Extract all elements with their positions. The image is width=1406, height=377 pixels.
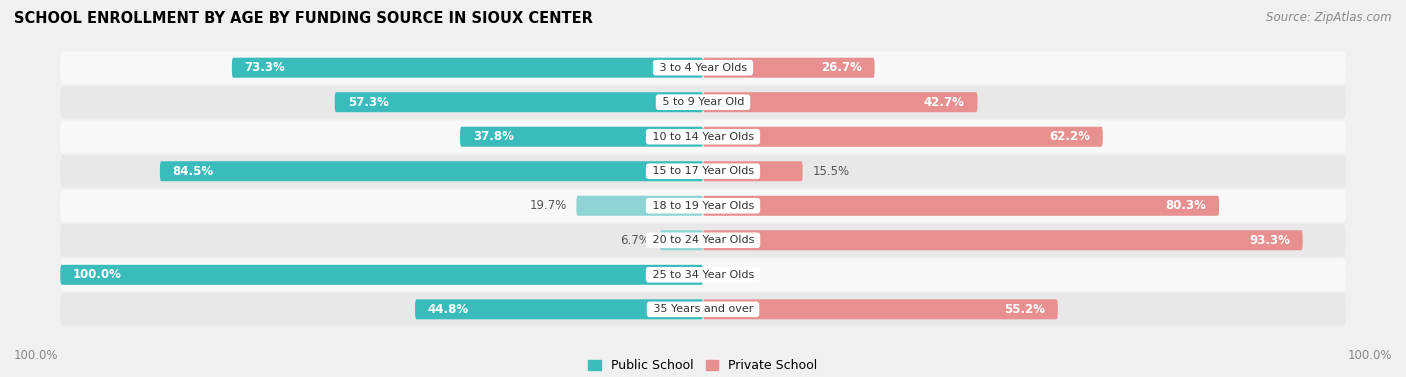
Text: 19.7%: 19.7% [530, 199, 567, 212]
Text: 100.0%: 100.0% [73, 268, 122, 281]
FancyBboxPatch shape [703, 92, 977, 112]
Text: 26.7%: 26.7% [821, 61, 862, 74]
Text: SCHOOL ENROLLMENT BY AGE BY FUNDING SOURCE IN SIOUX CENTER: SCHOOL ENROLLMENT BY AGE BY FUNDING SOUR… [14, 11, 593, 26]
Text: 25 to 34 Year Olds: 25 to 34 Year Olds [648, 270, 758, 280]
FancyBboxPatch shape [60, 190, 1346, 222]
Text: Source: ZipAtlas.com: Source: ZipAtlas.com [1267, 11, 1392, 24]
FancyBboxPatch shape [60, 265, 703, 285]
Text: 6.7%: 6.7% [620, 234, 651, 247]
FancyBboxPatch shape [576, 196, 703, 216]
Text: 100.0%: 100.0% [14, 349, 59, 362]
FancyBboxPatch shape [232, 58, 703, 78]
Text: 20 to 24 Year Olds: 20 to 24 Year Olds [648, 235, 758, 245]
FancyBboxPatch shape [60, 224, 1346, 256]
FancyBboxPatch shape [60, 293, 1346, 326]
FancyBboxPatch shape [60, 259, 1346, 291]
FancyBboxPatch shape [703, 161, 803, 181]
Text: 3 to 4 Year Olds: 3 to 4 Year Olds [655, 63, 751, 73]
Text: 10 to 14 Year Olds: 10 to 14 Year Olds [648, 132, 758, 142]
FancyBboxPatch shape [415, 299, 703, 319]
FancyBboxPatch shape [60, 51, 1346, 84]
FancyBboxPatch shape [60, 121, 1346, 153]
FancyBboxPatch shape [335, 92, 703, 112]
Text: 35 Years and over: 35 Years and over [650, 304, 756, 314]
FancyBboxPatch shape [703, 230, 1303, 250]
Text: 15 to 17 Year Olds: 15 to 17 Year Olds [648, 166, 758, 176]
FancyBboxPatch shape [703, 58, 875, 78]
FancyBboxPatch shape [160, 161, 703, 181]
FancyBboxPatch shape [60, 86, 1346, 118]
FancyBboxPatch shape [60, 155, 1346, 187]
FancyBboxPatch shape [460, 127, 703, 147]
Text: 73.3%: 73.3% [245, 61, 285, 74]
Text: 44.8%: 44.8% [427, 303, 470, 316]
Text: 0.0%: 0.0% [713, 268, 742, 281]
Text: 37.8%: 37.8% [472, 130, 513, 143]
Text: 93.3%: 93.3% [1249, 234, 1289, 247]
Text: 80.3%: 80.3% [1166, 199, 1206, 212]
Text: 5 to 9 Year Old: 5 to 9 Year Old [658, 97, 748, 107]
FancyBboxPatch shape [703, 127, 1102, 147]
Text: 15.5%: 15.5% [813, 165, 849, 178]
FancyBboxPatch shape [703, 196, 1219, 216]
Text: 62.2%: 62.2% [1049, 130, 1090, 143]
Text: 57.3%: 57.3% [347, 96, 388, 109]
FancyBboxPatch shape [703, 299, 1057, 319]
Text: 55.2%: 55.2% [1004, 303, 1045, 316]
Text: 84.5%: 84.5% [173, 165, 214, 178]
Text: 42.7%: 42.7% [924, 96, 965, 109]
Text: 18 to 19 Year Olds: 18 to 19 Year Olds [648, 201, 758, 211]
Legend: Public School, Private School: Public School, Private School [583, 354, 823, 377]
FancyBboxPatch shape [659, 230, 703, 250]
Text: 100.0%: 100.0% [1347, 349, 1392, 362]
